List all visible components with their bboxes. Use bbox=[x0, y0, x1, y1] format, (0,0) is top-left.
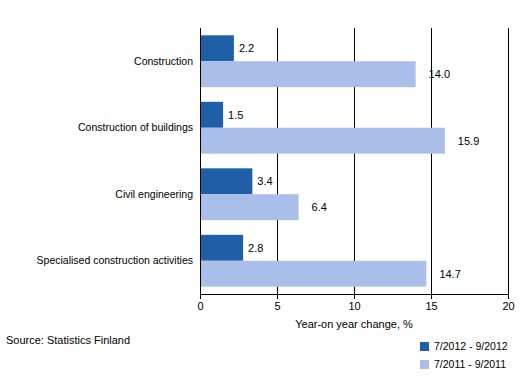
data-label: 14.7 bbox=[439, 268, 460, 280]
category-label: Construction of buildings bbox=[78, 121, 193, 133]
tick-mark bbox=[354, 294, 355, 299]
data-labels: 2.2 1.5 3.4 2.8 14.0 15.9 6.4 14.7 bbox=[228, 42, 479, 279]
x-tick: 15 bbox=[425, 294, 437, 312]
chart: 2.2 1.5 3.4 2.8 14.0 15.9 6.4 14.7 0 5 10 15 20 Const… bbox=[0, 0, 528, 380]
y-tick: Civil engineering bbox=[115, 188, 200, 200]
data-label: 6.4 bbox=[312, 201, 327, 213]
x-tick: 20 bbox=[502, 294, 514, 312]
x-tick: 10 bbox=[348, 294, 360, 312]
tick-label: 10 bbox=[348, 300, 360, 312]
legend-label: 7/2012 - 9/2012 bbox=[434, 340, 508, 352]
legend: 7/2012 - 9/2012 7/2011 - 9/2011 bbox=[420, 340, 508, 370]
data-label: 3.4 bbox=[257, 175, 272, 187]
category-label: Specialised construction activities bbox=[37, 254, 193, 266]
grid-line bbox=[508, 28, 509, 294]
x-axis-title: Year-on year change, % bbox=[295, 318, 413, 330]
tick-mark bbox=[508, 294, 509, 299]
bar bbox=[200, 168, 252, 194]
x-tick: 5 bbox=[274, 294, 280, 312]
grid bbox=[200, 28, 508, 294]
y-tick: Construction bbox=[134, 55, 200, 67]
grid-line bbox=[200, 28, 201, 294]
tick-label: 20 bbox=[502, 300, 514, 312]
tick-mark bbox=[200, 294, 201, 299]
data-label: 2.8 bbox=[248, 242, 263, 254]
y-axis: Construction Construction of buildings Civ… bbox=[37, 29, 201, 295]
tick-label: 0 bbox=[197, 300, 203, 312]
bar bbox=[200, 261, 426, 287]
tick-mark bbox=[431, 294, 432, 299]
tick-label: 5 bbox=[274, 300, 280, 312]
y-tick: Construction of buildings bbox=[78, 121, 200, 133]
bar bbox=[200, 128, 445, 154]
legend-swatch bbox=[420, 360, 429, 369]
data-label: 2.2 bbox=[239, 42, 254, 54]
axis-line bbox=[201, 295, 509, 300]
bar bbox=[200, 235, 243, 261]
bar bbox=[200, 61, 416, 87]
category-label: Civil engineering bbox=[115, 188, 193, 200]
data-label: 1.5 bbox=[228, 109, 243, 121]
bar bbox=[200, 35, 234, 61]
category-label: Construction bbox=[134, 55, 193, 67]
legend-label: 7/2011 - 9/2011 bbox=[434, 358, 506, 370]
data-label: 15.9 bbox=[458, 135, 479, 147]
x-tick: 0 bbox=[197, 294, 203, 312]
data-label: 14.0 bbox=[429, 68, 450, 80]
axis-line bbox=[200, 29, 201, 295]
tick-mark bbox=[277, 294, 278, 299]
bars bbox=[200, 35, 445, 286]
annotation: Source: Statistics Finland bbox=[6, 334, 130, 346]
bar bbox=[200, 102, 223, 128]
x-axis: 0 5 10 15 20 bbox=[197, 294, 514, 312]
legend-swatch bbox=[420, 342, 429, 351]
tick-label: 15 bbox=[425, 300, 437, 312]
bar bbox=[200, 194, 299, 220]
y-tick: Specialised construction activities bbox=[37, 254, 200, 266]
